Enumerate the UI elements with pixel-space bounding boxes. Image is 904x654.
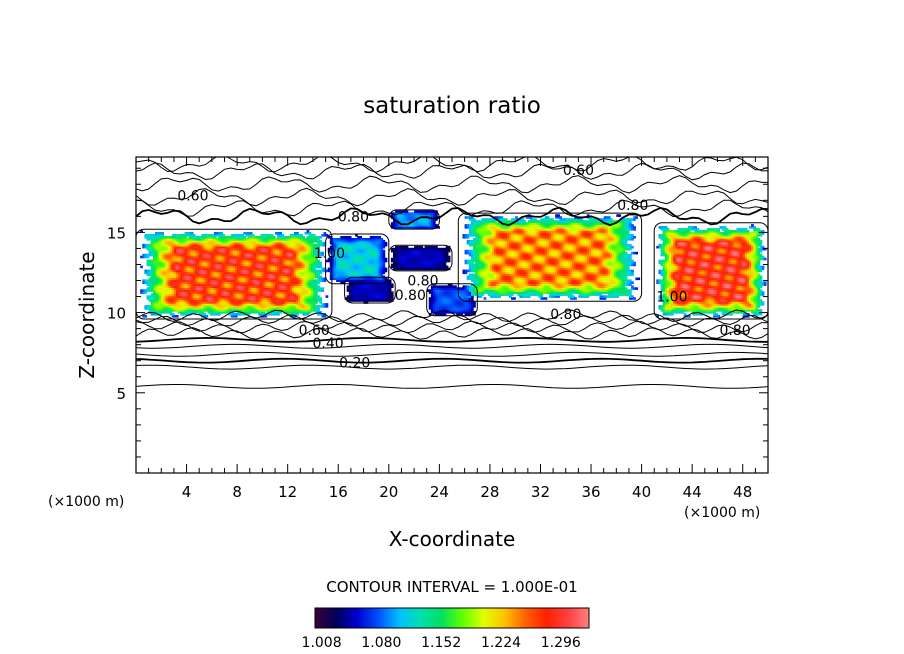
x-tick-label: 44 bbox=[683, 483, 702, 501]
contour-label: 0.60 bbox=[177, 189, 208, 205]
chart-title: saturation ratio bbox=[363, 93, 541, 119]
y-tick-label: 15 bbox=[107, 224, 126, 242]
colorbar-tick-label: 1.296 bbox=[541, 635, 581, 651]
colorbar-tick-label: 1.080 bbox=[361, 635, 401, 651]
contour-label: 0.80 bbox=[338, 209, 369, 225]
contour-label: 0.80 bbox=[720, 323, 751, 339]
contour-label: 1.00 bbox=[314, 246, 345, 262]
x-tick-label: 4 bbox=[182, 483, 192, 501]
x-unit-label: (×1000 m) bbox=[684, 505, 760, 521]
contour-label: 0.80 bbox=[550, 307, 581, 323]
y-tick-label: 10 bbox=[107, 305, 126, 323]
contour-label: 0.80 bbox=[395, 288, 426, 304]
x-tick-label: 20 bbox=[379, 483, 398, 501]
contour-label: 0.20 bbox=[339, 355, 370, 371]
contour-label: 0.80 bbox=[617, 198, 648, 214]
contour-label: 0.40 bbox=[313, 336, 344, 352]
colorbar-tick-label: 1.224 bbox=[481, 635, 521, 651]
contour-lines bbox=[136, 157, 768, 389]
contour-labels: 0.600.600.800.801.000.800.80 1.000.800.60… bbox=[177, 163, 750, 371]
contour-label: 0.80 bbox=[407, 274, 438, 290]
x-tick-label: 16 bbox=[329, 483, 348, 501]
x-axis-label: X-coordinate bbox=[389, 527, 516, 551]
contour-label: 0.60 bbox=[299, 323, 330, 339]
x-tick-label: 8 bbox=[232, 483, 242, 501]
colorbar-ticks: 1.008 1.080 1.152 1.224 1.296 bbox=[302, 635, 581, 651]
x-tick-label: 32 bbox=[531, 483, 550, 501]
x-tick-label: 36 bbox=[581, 483, 600, 501]
contour-label: 1.00 bbox=[656, 290, 687, 306]
y-tick-label: 5 bbox=[116, 385, 126, 403]
contour-interval-label: CONTOUR INTERVAL = 1.000E-01 bbox=[326, 578, 577, 596]
x-tick-label: 24 bbox=[430, 483, 449, 501]
colorbar bbox=[314, 607, 590, 629]
x-tick-label: 12 bbox=[278, 483, 297, 501]
x-tick-label: 40 bbox=[632, 483, 651, 501]
z-unit-label: (×1000 m) bbox=[48, 494, 124, 510]
colorbar-tick-label: 1.152 bbox=[421, 635, 461, 651]
contour-label: 0.60 bbox=[563, 163, 594, 179]
x-tick-label: 28 bbox=[480, 483, 499, 501]
y-axis-label: Z-coordinate bbox=[75, 251, 99, 378]
colorbar-tick-label: 1.008 bbox=[302, 635, 342, 651]
x-tick-label: 48 bbox=[733, 483, 752, 501]
